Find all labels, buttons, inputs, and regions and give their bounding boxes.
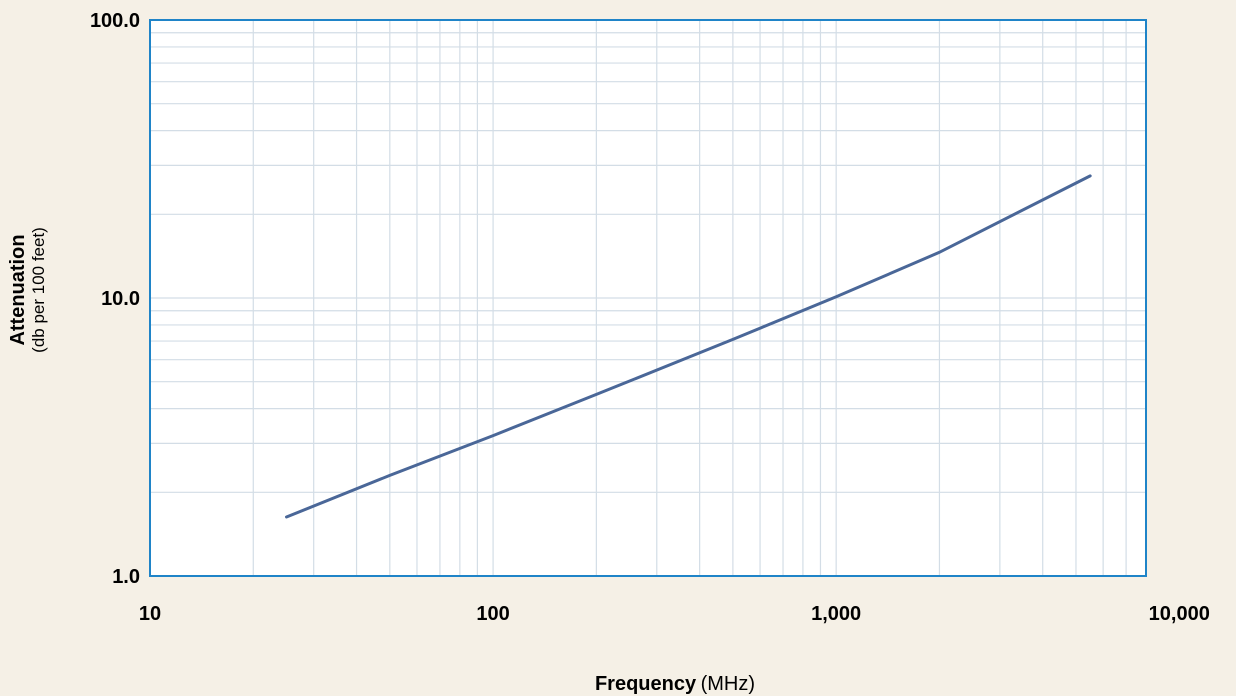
grid <box>150 20 1146 576</box>
x-tick-label: 10,000 <box>1149 603 1210 625</box>
x-tick-label: 1,000 <box>811 603 861 625</box>
y-axis-title-unit: (db per 100 feet) <box>29 227 48 353</box>
y-axis-title-bold: Attenuation <box>7 234 29 345</box>
y-tick-label: 100.0 <box>90 10 140 32</box>
x-axis-title-unit: (MHz) <box>701 673 755 695</box>
y-tick-label: 1.0 <box>112 566 140 588</box>
plot-frame <box>149 19 1147 577</box>
x-tick-label: 100 <box>476 603 509 625</box>
x-axis-title-bold: Frequency <box>595 673 697 695</box>
series-line <box>285 174 1092 519</box>
x-axis-title: Frequency (MHz) <box>595 673 755 695</box>
x-tick-labels: 10 100 1,000 10,000 <box>139 603 1210 625</box>
y-tick-labels: 100.0 10.0 1.0 <box>90 10 140 588</box>
y-tick-label: 10.0 <box>101 288 140 310</box>
x-tick-label: 10 <box>139 603 161 625</box>
